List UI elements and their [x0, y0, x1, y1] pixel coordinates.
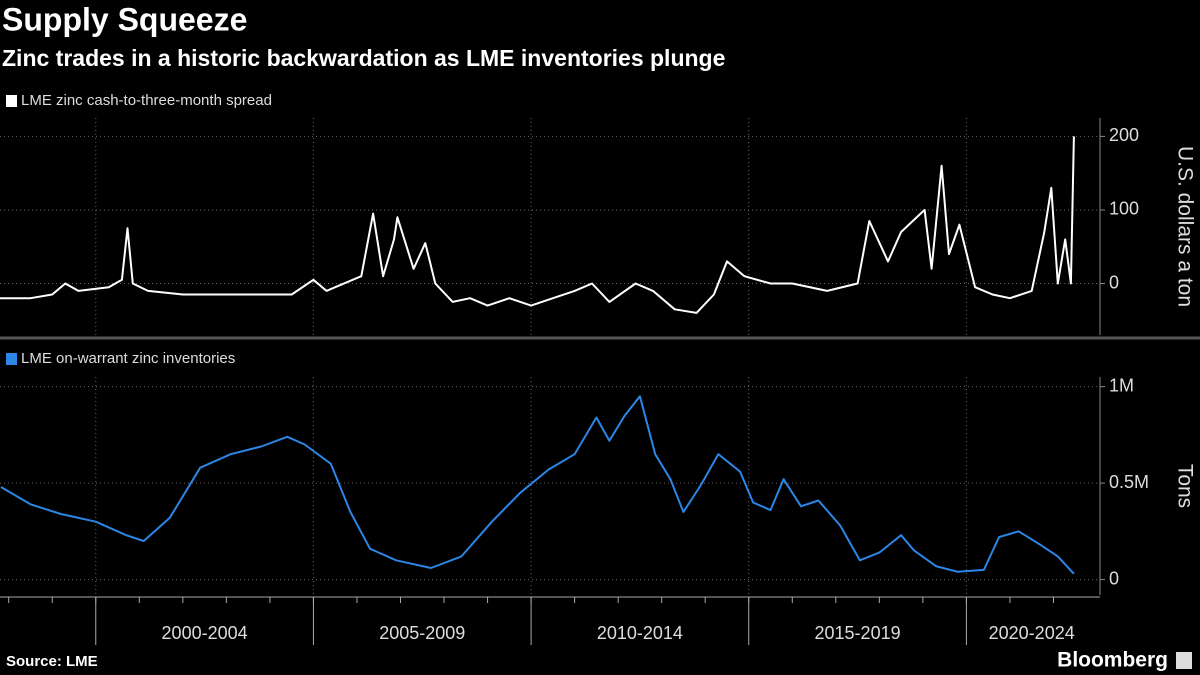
legend-swatch: [6, 353, 17, 365]
legend-swatch: [6, 95, 17, 107]
legend-label: LME on-warrant zinc inventories: [21, 350, 235, 367]
period-label: 2010-2014: [597, 623, 683, 643]
y-tick-label: 200: [1109, 125, 1139, 145]
data-line: [0, 136, 1075, 314]
data-line: [0, 395, 1075, 575]
period-label: 2000-2004: [162, 623, 248, 643]
y-tick-label: 1M: [1109, 375, 1134, 395]
y-tick-label: 100: [1109, 199, 1139, 219]
brand: Bloomberg: [1057, 649, 1168, 672]
period-label: 2015-2019: [815, 623, 901, 643]
period-label: 2020-2024: [989, 623, 1075, 643]
y-tick-label: 0.5M: [1109, 472, 1149, 492]
legend-label: LME zinc cash-to-three-month spread: [21, 92, 272, 109]
brand-icon: [1176, 652, 1192, 669]
y-axis-title: Tons: [1173, 464, 1196, 508]
title: Supply Squeeze: [2, 1, 247, 37]
y-tick-label: 0: [1109, 568, 1119, 588]
source: Source: LME: [6, 653, 98, 670]
period-label: 2005-2009: [379, 623, 465, 643]
subtitle: Zinc trades in a historic backwardation …: [2, 45, 725, 71]
y-axis-title: U.S. dollars a ton: [1173, 146, 1196, 307]
y-tick-label: 0: [1109, 272, 1119, 292]
